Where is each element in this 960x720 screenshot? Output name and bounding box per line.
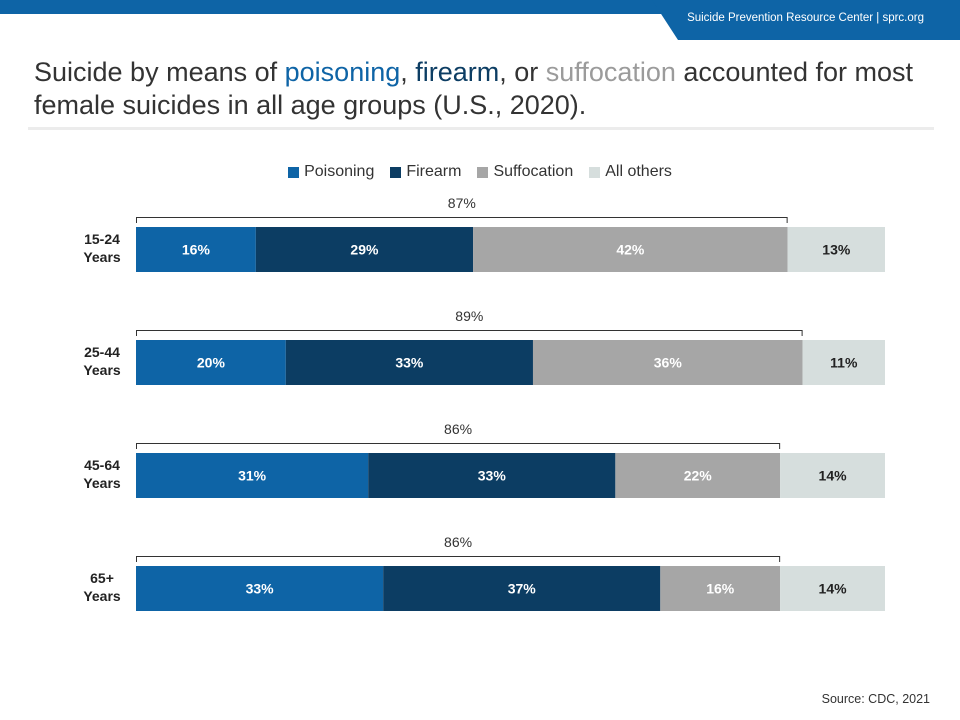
legend-swatch-suffocation <box>477 166 489 178</box>
site-credit: Suicide Prevention Resource Center | spr… <box>687 12 924 24</box>
bar-segment-firearm-45-64 <box>368 453 616 498</box>
category-label-65-: 65+ Years <box>83 570 121 604</box>
bracket-25-44 <box>136 330 803 336</box>
bar-segment-all-others-15-24 <box>787 227 885 272</box>
bracket-total-25-44: 89% <box>455 308 483 324</box>
data-label-suffocation-15-24: 42% <box>616 242 645 258</box>
bar-segment-firearm-25-44 <box>285 340 533 385</box>
legend-label-poisoning: Poisoning <box>304 163 375 180</box>
data-label-firearm-45-64: 33% <box>478 468 507 484</box>
bar-segment-suffocation-45-64 <box>615 453 781 498</box>
legend-label-all-others: All others <box>605 163 672 180</box>
legend-item-suffocation: Suffocation <box>477 163 573 181</box>
legend-swatch-firearm <box>390 166 402 178</box>
bracket-total-45-64: 86% <box>444 421 472 437</box>
chart-legend: Poisoning Firearm Suffocation All others <box>0 163 960 181</box>
bracket-65- <box>136 556 781 562</box>
bar-segment-suffocation-25-44 <box>532 340 803 385</box>
data-label-poisoning-45-64: 31% <box>238 468 267 484</box>
data-label-poisoning-15-24: 16% <box>182 242 211 258</box>
data-label-all-others-65-: 14% <box>819 581 848 597</box>
data-label-firearm-25-44: 33% <box>395 355 424 371</box>
title-text-1: Suicide by means of <box>34 57 285 87</box>
chart-title: Suicide by means of poisoning, firearm, … <box>34 56 914 122</box>
category-label-25-44: 25-44 Years <box>83 344 121 378</box>
data-label-all-others-25-44: 11% <box>830 355 858 371</box>
title-sep-2: , or <box>499 57 546 87</box>
legend-item-firearm: Firearm <box>390 163 461 181</box>
bar-segment-suffocation-65- <box>660 566 781 611</box>
legend-swatch-all-others <box>589 166 601 178</box>
bracket-total-15-24: 87% <box>448 195 476 211</box>
bar-segment-all-others-45-64 <box>780 453 885 498</box>
category-label-45-64: 45-64 Years <box>83 457 121 491</box>
legend-label-suffocation: Suffocation <box>493 163 574 180</box>
title-text-2: accounted for most female suicides in al… <box>34 57 914 120</box>
bar-segment-poisoning-45-64 <box>136 453 369 498</box>
title-firearm: firearm <box>415 57 500 87</box>
bracket-45-64 <box>136 443 781 449</box>
legend-item-all-others: All others <box>589 163 672 181</box>
data-label-poisoning-65-: 33% <box>246 581 275 597</box>
header-tab: Suicide Prevention Resource Center | spr… <box>652 0 960 40</box>
bar-segment-suffocation-15-24 <box>473 227 788 272</box>
legend-item-poisoning: Poisoning <box>288 163 374 181</box>
data-label-firearm-15-24: 29% <box>350 242 379 258</box>
bar-segment-firearm-65- <box>383 566 661 611</box>
bar-segment-poisoning-25-44 <box>136 340 286 385</box>
data-label-firearm-65-: 37% <box>508 581 537 597</box>
title-poisoning: poisoning <box>284 57 401 87</box>
bracket-total-65-: 86% <box>444 534 472 550</box>
title-sep-1: , <box>400 57 416 87</box>
title-suffocation: suffocation <box>545 57 676 87</box>
bracket-15-24 <box>136 217 788 223</box>
title-divider <box>28 127 934 130</box>
data-label-all-others-15-24: 13% <box>822 242 851 258</box>
category-label-15-24: 15-24 Years <box>83 231 121 265</box>
bar-segment-poisoning-15-24 <box>136 227 256 272</box>
bar-segment-all-others-25-44 <box>802 340 885 385</box>
bar-segment-firearm-15-24 <box>255 227 474 272</box>
data-label-suffocation-25-44: 36% <box>654 355 683 371</box>
legend-label-firearm: Firearm <box>406 163 462 180</box>
data-label-suffocation-45-64: 22% <box>684 468 713 484</box>
data-label-all-others-45-64: 14% <box>819 468 848 484</box>
legend-swatch-poisoning <box>288 166 300 178</box>
source-note: Source: CDC, 2021 <box>821 692 930 706</box>
data-label-poisoning-25-44: 20% <box>197 355 226 371</box>
data-label-suffocation-65-: 16% <box>706 581 735 597</box>
bar-segment-all-others-65- <box>780 566 885 611</box>
bar-segment-poisoning-65- <box>136 566 384 611</box>
